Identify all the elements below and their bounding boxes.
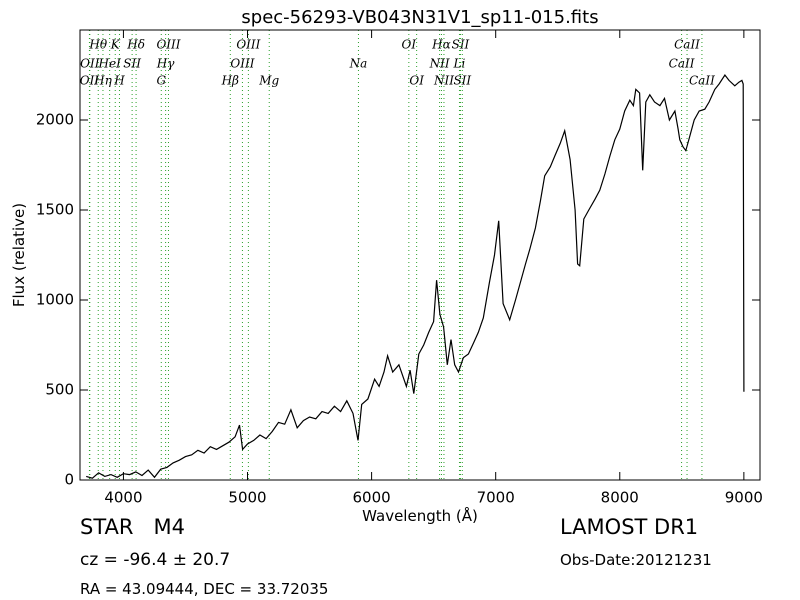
spectral-line-label: CaII xyxy=(689,74,715,88)
spectral-line-label: CaII xyxy=(669,57,695,71)
spectral-line-label: CaII xyxy=(674,38,700,52)
x-tick-label: 5000 xyxy=(228,489,266,507)
spectral-line-label: Hδ xyxy=(126,38,145,52)
x-tick-label: 7000 xyxy=(477,489,515,507)
x-tick-label: 4000 xyxy=(104,489,142,507)
spectral-line-label: Hα xyxy=(431,38,451,52)
y-tick-label: 2000 xyxy=(36,111,74,129)
x-tick-label: 9000 xyxy=(725,489,763,507)
x-tick-label: 6000 xyxy=(353,489,391,507)
plot-frame xyxy=(79,29,761,481)
y-tick-label: 0 xyxy=(64,471,74,489)
obs-date: Obs-Date:20121231 xyxy=(560,551,712,569)
spectral-line-label: OII xyxy=(80,57,100,71)
spectral-line-label: Hθ xyxy=(88,38,107,52)
spectral-line-label: SII xyxy=(453,74,471,88)
spectrum-line xyxy=(86,73,745,479)
spectral-line-label: Na xyxy=(349,57,368,71)
spectral-line-label: SII xyxy=(123,57,141,71)
object-class: STAR M4 xyxy=(80,515,185,539)
spectral-line-label: Hβ xyxy=(221,74,239,88)
spectral-line-label: OIII xyxy=(156,38,180,52)
spectral-line-label: G xyxy=(156,74,166,88)
spectral-line-label: NII xyxy=(429,57,450,71)
y-tick-label: 1500 xyxy=(36,201,74,219)
spectral-line-label: Hη xyxy=(93,74,112,88)
survey: LAMOST DR1 xyxy=(560,515,698,539)
redshift: cz = -96.4 ± 20.7 xyxy=(80,550,230,570)
spectral-line-label: SII xyxy=(452,38,470,52)
y-tick-label: 1000 xyxy=(36,291,74,309)
spectral-line-label: OII xyxy=(80,74,100,88)
x-tick-label: 8000 xyxy=(601,489,639,507)
x-axis-label: Wavelength (Å) xyxy=(362,506,478,525)
spectral-line-label: Hγ xyxy=(156,57,175,71)
y-tick-label: 500 xyxy=(45,381,74,399)
spectral-line-label: Mg xyxy=(258,74,279,88)
spectral-line-label: NII xyxy=(433,74,454,88)
spectral-line-label: OI xyxy=(409,74,424,88)
spectral-line-label: HeI xyxy=(98,57,122,71)
coordinates: RA = 43.09444, DEC = 33.72035 xyxy=(80,580,328,598)
spectral-line-label: OIII xyxy=(230,57,254,71)
spectral-line-label: H xyxy=(113,74,125,88)
spectral-line-label: K xyxy=(110,38,121,52)
y-axis-label: Flux (relative) xyxy=(10,203,28,307)
spectral-line-label: OI xyxy=(402,38,417,52)
spectral-line-label: Li xyxy=(453,57,466,71)
spectral-line-label: OIII xyxy=(236,38,260,52)
chart-title: spec-56293-VB043N31V1_sp11-015.fits xyxy=(241,7,598,28)
